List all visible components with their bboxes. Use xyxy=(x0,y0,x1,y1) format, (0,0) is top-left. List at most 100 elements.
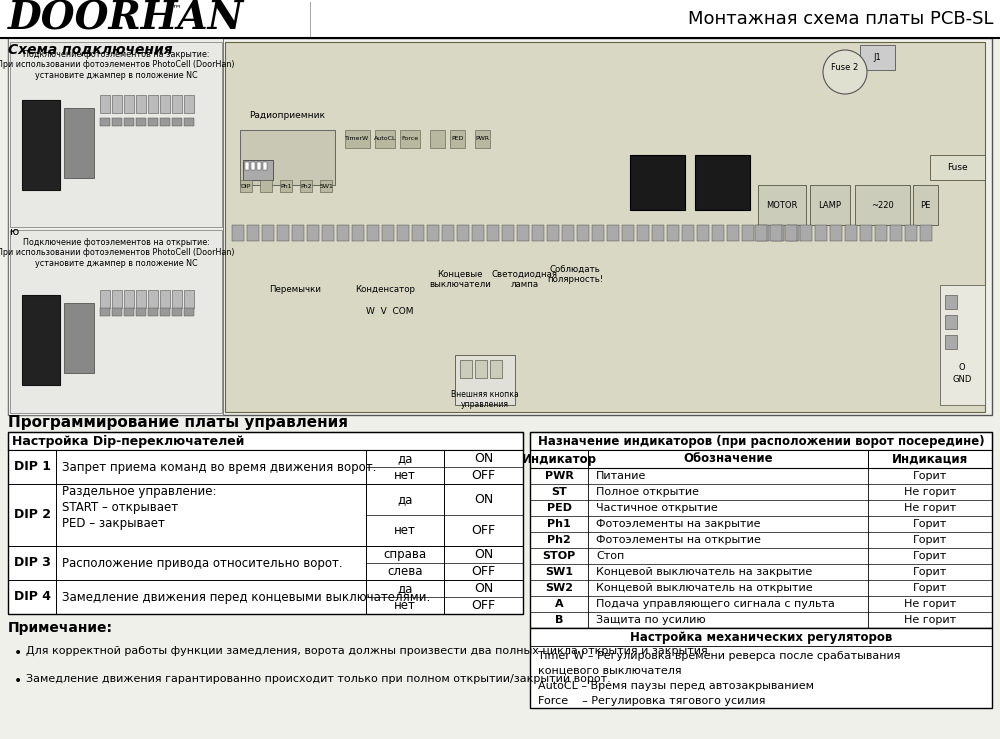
Bar xyxy=(240,130,335,185)
Text: PED: PED xyxy=(451,137,464,141)
Bar xyxy=(232,225,244,241)
Bar xyxy=(136,95,146,113)
Bar xyxy=(184,308,194,316)
Bar xyxy=(622,225,634,241)
Bar xyxy=(785,225,797,241)
Bar xyxy=(136,308,146,316)
Bar xyxy=(815,225,827,241)
Bar xyxy=(10,42,222,227)
Bar xyxy=(457,225,469,241)
Bar xyxy=(8,38,992,415)
Bar xyxy=(8,38,223,415)
Text: Замедление движения перед концевыми выключателями.: Замедление движения перед концевыми выкл… xyxy=(62,590,430,604)
Bar xyxy=(257,162,261,170)
Bar xyxy=(855,185,910,225)
Text: PE: PE xyxy=(920,200,931,209)
Text: Для корректной работы функции замедления, ворота должны произвести два полных ци: Для корректной работы функции замедления… xyxy=(26,646,711,656)
Bar xyxy=(502,225,514,241)
Text: Конденсатор: Конденсатор xyxy=(355,285,415,294)
Bar xyxy=(860,45,895,70)
Bar xyxy=(64,303,94,373)
Text: Питание: Питание xyxy=(596,471,646,481)
Text: да: да xyxy=(397,452,413,465)
Text: концевого выключателя: концевого выключателя xyxy=(538,666,682,676)
Text: Не горит: Не горит xyxy=(904,503,956,513)
Bar xyxy=(530,564,992,580)
Text: B: B xyxy=(555,615,563,625)
Text: Ph1: Ph1 xyxy=(280,183,292,188)
Bar xyxy=(940,285,985,405)
Bar xyxy=(607,225,619,241)
Bar xyxy=(727,225,739,241)
Bar xyxy=(243,160,273,180)
Text: Подача управляющего сигнала с пульта: Подача управляющего сигнала с пульта xyxy=(596,599,835,609)
Text: Расположение привода относительно ворот.: Расположение привода относительно ворот. xyxy=(62,556,343,570)
Bar xyxy=(184,118,194,126)
Text: Индикация: Индикация xyxy=(892,452,968,466)
Bar xyxy=(64,108,94,178)
Bar xyxy=(251,162,255,170)
Bar xyxy=(637,225,649,241)
Bar xyxy=(697,225,709,241)
Bar xyxy=(260,180,272,192)
Text: ON: ON xyxy=(474,582,493,595)
Text: Ph2: Ph2 xyxy=(300,183,312,188)
Bar xyxy=(112,95,122,113)
Bar xyxy=(22,295,60,385)
Bar xyxy=(630,155,685,210)
Bar xyxy=(160,308,170,316)
Bar xyxy=(112,118,122,126)
Text: нет: нет xyxy=(394,599,416,612)
Text: Настройка Dip-переключателей: Настройка Dip-переключателей xyxy=(12,435,244,448)
Text: STOP: STOP xyxy=(542,551,576,561)
Text: MOTOR: MOTOR xyxy=(766,200,798,209)
Bar xyxy=(124,118,134,126)
Bar xyxy=(8,484,523,546)
Text: DIP 2: DIP 2 xyxy=(14,508,50,522)
Bar xyxy=(757,225,769,241)
Text: ST: ST xyxy=(551,487,567,497)
Text: Соблюдать
полярность!: Соблюдать полярность! xyxy=(547,265,603,285)
Bar xyxy=(277,225,289,241)
Bar xyxy=(913,185,938,225)
Bar xyxy=(8,580,523,614)
Bar xyxy=(530,450,992,468)
Bar xyxy=(8,432,523,450)
Text: Timer W – Регулировка времени реверса после срабатывания: Timer W – Регулировка времени реверса по… xyxy=(538,651,900,661)
Bar xyxy=(772,225,784,241)
Text: SW1: SW1 xyxy=(545,567,573,577)
Text: DIP 4: DIP 4 xyxy=(14,590,50,604)
Text: Примечание:: Примечание: xyxy=(8,621,113,635)
Text: нет: нет xyxy=(394,524,416,537)
Text: Горит: Горит xyxy=(913,583,947,593)
Bar xyxy=(100,308,110,316)
Bar xyxy=(100,118,110,126)
Text: да: да xyxy=(397,493,413,506)
Bar xyxy=(472,225,484,241)
Bar xyxy=(345,130,370,148)
Bar xyxy=(322,225,334,241)
Bar xyxy=(136,118,146,126)
Bar xyxy=(22,100,60,190)
Text: ON: ON xyxy=(474,452,493,465)
Text: Запрет приема команд во время движения ворот.: Запрет приема команд во время движения в… xyxy=(62,460,376,474)
Text: Защита по усилию: Защита по усилию xyxy=(596,615,706,625)
Text: PED – закрывает: PED – закрывает xyxy=(62,517,165,531)
Bar xyxy=(240,180,252,192)
Bar xyxy=(442,225,454,241)
Bar xyxy=(945,295,957,309)
Text: TimerW: TimerW xyxy=(345,137,370,141)
Bar xyxy=(592,225,604,241)
Text: SW2: SW2 xyxy=(545,583,573,593)
Bar xyxy=(532,225,544,241)
Bar xyxy=(263,162,267,170)
Bar xyxy=(455,355,515,405)
Bar xyxy=(905,225,917,241)
Bar xyxy=(945,335,957,349)
Text: AutoCL – Время паузы перед автозакрыванием: AutoCL – Время паузы перед автозакрывани… xyxy=(538,681,814,691)
Text: ™: ™ xyxy=(172,3,182,13)
Text: Монтажная схема платы PCB-SL: Монтажная схема платы PCB-SL xyxy=(688,10,993,28)
Circle shape xyxy=(823,50,867,94)
Bar xyxy=(758,185,806,225)
Bar xyxy=(530,516,992,532)
